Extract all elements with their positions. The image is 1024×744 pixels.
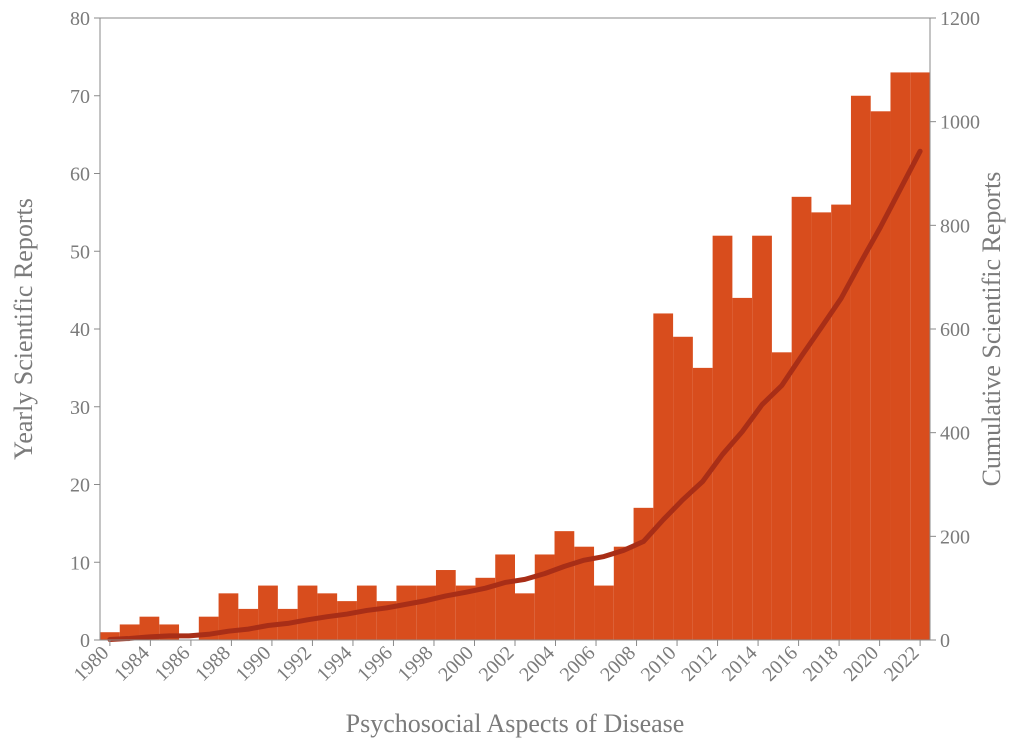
y-right-tick-label: 1000 [940,112,980,134]
y-left-tick-label: 30 [70,397,90,419]
bar [890,72,910,640]
bar [258,586,278,640]
y-left-tick-label: 80 [70,8,90,30]
dual-axis-chart: 0102030405060708002004006008001000120019… [0,0,1024,744]
bar [238,609,258,640]
y-right-tick-label: 0 [940,630,950,652]
y-right-tick-label: 200 [940,526,970,548]
y-left-tick-label: 20 [70,475,90,497]
y-right-tick-label: 400 [940,423,970,445]
bar [752,236,772,640]
y-left-tick-label: 70 [70,86,90,108]
bar [732,298,752,640]
bar [495,554,515,640]
bar [811,212,831,640]
bar [792,197,812,640]
y-left-tick-label: 10 [70,552,90,574]
y-right-axis-label: Cumulative Scientific Reports [977,172,1006,487]
y-left-axis-label: Yearly Scientific Reports [9,198,38,460]
bar [713,236,733,640]
bar [673,337,693,640]
y-left-tick-label: 60 [70,164,90,186]
x-axis-label: Psychosocial Aspects of Disease [346,709,685,738]
bar [614,547,634,640]
y-right-tick-label: 1200 [940,8,980,30]
bar [515,593,535,640]
y-right-tick-label: 800 [940,215,970,237]
y-left-tick-label: 0 [80,630,90,652]
y-right-tick-label: 600 [940,319,970,341]
bar [653,313,673,640]
bar [436,570,456,640]
bar [910,72,930,640]
y-left-tick-label: 40 [70,319,90,341]
bar [416,586,436,640]
bar [337,601,357,640]
bar [693,368,713,640]
bar [851,96,871,640]
bar [298,586,318,640]
y-left-tick-label: 50 [70,241,90,263]
bar [594,586,614,640]
bar [396,586,416,640]
bar [555,531,575,640]
bar [535,554,555,640]
bar [831,205,851,640]
bar [871,111,891,640]
bar [634,508,654,640]
